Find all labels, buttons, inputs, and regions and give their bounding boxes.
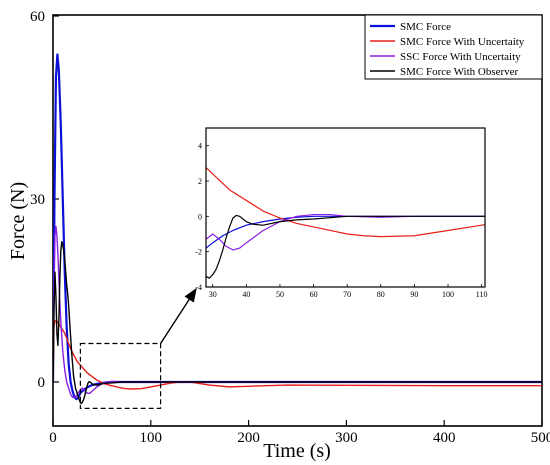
y-tick-label: 0 [38,375,46,391]
legend-label: SMC Force With Uncertaity [400,36,525,48]
inset-x-tick-label: 110 [476,290,488,299]
legend-label: SMC Force [400,21,451,33]
legend-label: SSC Force With Uncertaity [400,51,521,63]
x-tick-label: 300 [335,430,358,446]
inset-series-line-smc-force-with-observer [206,214,485,279]
x-axis-title: Time (s) [263,440,331,462]
inset-y-tick-label: -2 [195,248,202,257]
series-line-smc-force-with-observer [53,241,542,405]
inset-x-tick-label: 80 [377,290,385,299]
main-plot-frame [52,14,543,427]
zoom-region-box [79,342,162,410]
main-series-lines [53,53,542,405]
legend-label: SMC Force With Observer [400,66,519,78]
x-tick-label: 0 [49,430,57,446]
inset-x-tick-label: 100 [442,290,454,299]
legend: SMC Force SMC Force With Uncertaity SSC Fo… [364,14,543,80]
inset-axis-ticks: 30 40 50 60 70 80 90 100 110 -4 -2 0 2 4 [195,142,487,299]
inset-x-tick-label: 40 [242,290,250,299]
x-tick-label: 100 [140,430,163,446]
inset-background [206,128,485,287]
zoom-arrow [159,287,197,344]
inset-y-tick-label: 0 [198,212,202,221]
inset-x-tick-label: 50 [276,290,284,299]
y-tick-label: 30 [30,192,45,208]
y-tick-label: 60 [30,9,45,25]
inset-x-tick-label: 30 [209,290,217,299]
inset-series-line-smc-force-with-uncertaity [206,166,485,238]
x-tick-label: 500 [531,430,550,446]
x-tick-label: 400 [433,430,456,446]
inset-y-tick-label: 4 [198,142,202,151]
x-tick-label: 200 [237,430,260,446]
inset-series-lines [206,166,485,279]
inset-x-tick-label: 70 [343,290,351,299]
inset-y-tick-label: -4 [195,283,202,292]
inset-y-tick-label: 2 [198,177,202,186]
series-line-smc-force-with-uncertaity [53,320,542,390]
inset-plot-frame [205,127,486,288]
inset-x-tick-label: 90 [410,290,418,299]
inset-x-tick-label: 60 [310,290,318,299]
y-axis-title: Force (N) [7,182,29,260]
